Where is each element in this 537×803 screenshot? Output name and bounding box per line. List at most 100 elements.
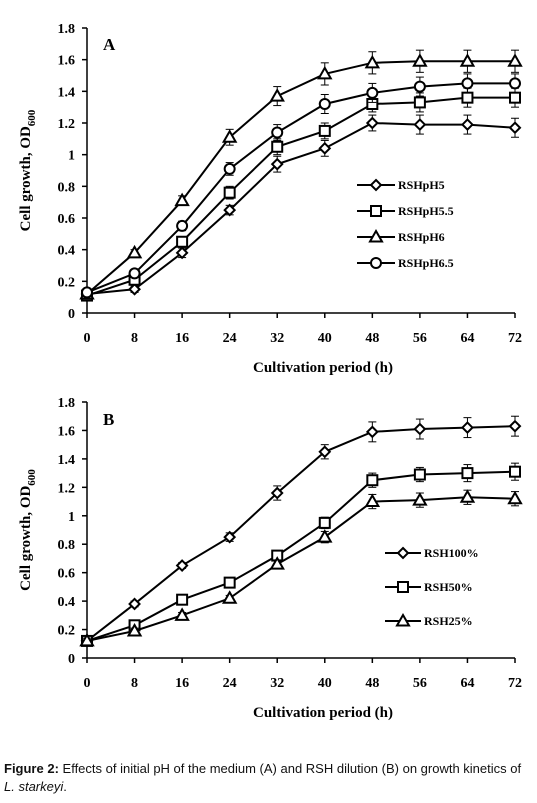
data-point [223,186,236,199]
y-axis-title: Cell growth, OD600 [18,469,38,591]
legend-label: RSHpH5 [398,178,445,192]
x-tick-label: 16 [175,331,189,346]
data-point [507,53,523,67]
data-point [412,53,428,67]
x-tick-label: 48 [365,676,379,691]
series-line [86,425,516,642]
x-tick-label: 8 [131,676,138,691]
data-point [175,246,189,260]
data-point [508,419,522,433]
data-point [176,235,189,248]
data-point [364,493,381,508]
legend-entry: RSH50% [385,580,473,594]
data-point [176,593,189,606]
data-point [318,445,332,459]
data-point [413,96,426,109]
figure-caption: Figure 2: Effects of initial pH of the m… [4,760,534,796]
x-tick-label: 32 [270,676,284,691]
data-point [508,121,522,135]
legend-entry: RSHpH6.5 [357,256,454,270]
data-point [459,489,476,503]
caption-text: Effects of initial pH of the medium (A) … [58,761,522,776]
x-tick-label: 64 [460,331,474,346]
data-point [365,116,379,130]
data-point [365,425,379,439]
y-tick-label: 0.6 [58,212,76,227]
x-tick-label: 72 [508,676,522,691]
x-tick-label: 40 [318,676,332,691]
series-line [86,82,515,294]
data-point [221,129,238,143]
series-line [86,496,516,642]
x-tick-label: 32 [270,331,284,346]
series-RSHpH5.5 [81,87,521,302]
data-point [271,126,284,139]
y-tick-label: 0.2 [58,275,76,290]
data-point [269,88,285,102]
y-tick-label: 0 [68,307,75,322]
data-point [223,162,236,175]
data-point [509,465,521,478]
x-tick-label: 24 [223,676,237,691]
caption-end: . [63,779,67,794]
data-point [174,192,190,207]
data-point [413,80,426,93]
y-tick-label: 1.2 [58,481,76,496]
series-line [86,96,515,297]
legend-marker [369,178,383,192]
data-point [461,118,474,131]
data-point [174,607,190,621]
data-point [461,77,474,90]
y-tick-label: 1 [68,149,75,164]
y-tick-label: 0.2 [58,624,76,639]
legend-marker [370,257,382,269]
data-point [270,157,284,171]
data-point [461,467,474,480]
legend-entry: RSH100% [385,546,479,560]
data-point [318,516,331,529]
data-point [461,421,474,435]
legend-label: RSH25% [424,614,473,628]
data-point [81,286,93,299]
y-tick-label: 1 [68,510,75,525]
data-point [128,267,141,280]
y-tick-label: 0.8 [58,180,76,195]
y-tick-label: 0.4 [58,244,76,259]
y-tick-label: 0.4 [58,595,76,610]
caption-label: Figure 2: [4,761,59,776]
data-point [318,98,331,110]
y-tick-label: 1.6 [58,54,76,69]
legend-label: RSH50% [424,580,473,594]
caption-species: L. starkeyi [4,779,64,794]
legend-label: RSHpH6.5 [398,256,454,270]
x-tick-label: 24 [223,331,237,346]
data-point [413,422,427,436]
data-point [364,54,381,69]
data-point [318,124,331,137]
data-point [413,468,426,481]
x-tick-label: 0 [84,676,91,691]
data-point [175,559,189,572]
x-tick-label: 56 [413,676,427,691]
data-point [126,244,143,259]
y-tick-label: 1.8 [58,396,76,411]
series-RSH25% [79,489,523,647]
data-point [270,486,284,500]
data-point [461,91,474,104]
x-tick-label: 56 [413,331,427,346]
x-tick-label: 16 [175,676,189,691]
legend-entry: RSHpH6 [357,228,445,244]
data-point [79,632,95,647]
series-RSHpH5 [80,114,522,301]
x-tick-label: 72 [508,331,522,346]
series-line [86,470,516,642]
series-RSHpH6 [79,49,523,300]
data-point [223,203,237,217]
series-line [86,60,515,295]
data-point [269,556,285,570]
data-point [176,219,189,232]
series-line [86,121,516,295]
legend-label: RSHpH5.5 [398,204,454,218]
y-tick-label: 1.4 [58,85,76,100]
x-axis-title: Cultivation period (h) [253,360,393,376]
